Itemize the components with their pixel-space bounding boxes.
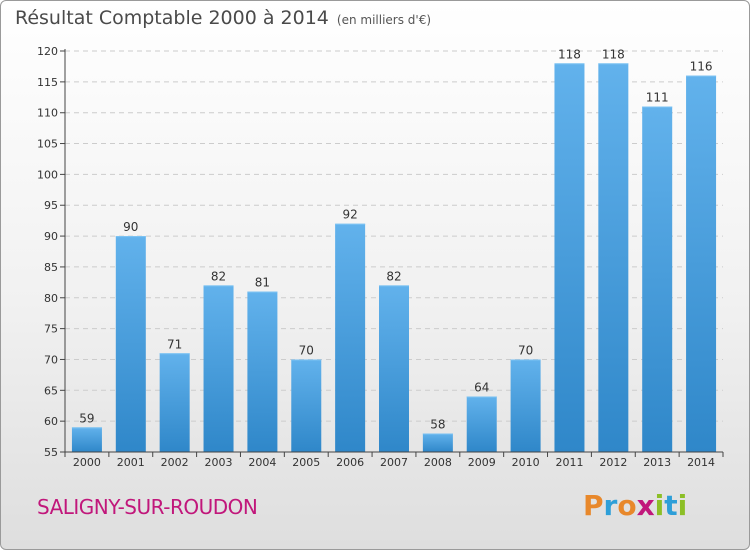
logo-letter: i (654, 489, 665, 522)
chart-title-block: Résultat Comptable 2000 à 2014 (en millie… (15, 7, 431, 29)
bar (203, 285, 234, 452)
bar (247, 291, 278, 452)
bar (71, 427, 102, 452)
x-tick-label: 2004 (248, 456, 276, 469)
x-tick-label: 2000 (73, 456, 101, 469)
data-label: 70 (518, 343, 533, 357)
chart-title: Résultat Comptable 2000 à 2014 (15, 7, 329, 29)
data-label: 64 (474, 380, 489, 394)
data-label: 81 (255, 276, 270, 290)
data-label: 118 (558, 47, 581, 61)
proxiti-logo: Proxiti (583, 489, 687, 522)
bar (686, 75, 717, 452)
y-tick-label: 60 (44, 415, 58, 428)
data-label: 92 (342, 208, 357, 222)
y-tick-label: 85 (44, 261, 58, 274)
bar (466, 396, 497, 452)
y-tick-label: 100 (37, 168, 58, 181)
bar (291, 359, 322, 452)
y-tick-label: 55 (44, 446, 58, 459)
logo-letter: i (677, 489, 688, 522)
x-tick-label: 2010 (512, 456, 540, 469)
bar (510, 359, 541, 452)
bar (554, 63, 585, 452)
data-label: 90 (123, 220, 138, 234)
data-label: 82 (386, 269, 401, 283)
commune-name: SALIGNY-SUR-ROUDON (37, 495, 258, 519)
logo-letter: t (664, 489, 678, 522)
y-tick-label: 105 (37, 138, 58, 151)
y-tick-label: 115 (37, 76, 58, 89)
y-tick-label: 90 (44, 230, 58, 243)
y-tick-label: 75 (44, 323, 58, 336)
data-label: 111 (646, 91, 669, 105)
bar (598, 63, 629, 452)
logo-letter: o (617, 489, 637, 522)
bar (422, 433, 453, 452)
data-label: 58 (430, 417, 445, 431)
labels: 55 60 65 70 75 80 85 90 95 100 105 110 115 120 59 2000 9… (37, 45, 715, 469)
bars (71, 63, 717, 453)
data-label: 59 (79, 411, 94, 425)
x-tick-label: 2011 (555, 456, 583, 469)
data-label: 70 (299, 343, 314, 357)
x-tick-label: 2014 (687, 456, 715, 469)
bar (642, 106, 673, 453)
x-tick-label: 2013 (643, 456, 671, 469)
y-tick-label: 65 (44, 384, 58, 397)
y-tick-label: 95 (44, 199, 58, 212)
x-tick-label: 2002 (161, 456, 189, 469)
x-tick-label: 2012 (599, 456, 627, 469)
y-tick-label: 70 (44, 353, 58, 366)
bar (335, 223, 366, 452)
data-label: 116 (690, 60, 713, 74)
data-label: 71 (167, 337, 182, 351)
y-tick-label: 110 (37, 107, 58, 120)
x-tick-label: 2009 (468, 456, 496, 469)
x-tick-label: 2006 (336, 456, 364, 469)
bar (115, 236, 146, 452)
axes (60, 49, 724, 457)
x-tick-label: 2001 (117, 456, 145, 469)
x-tick-label: 2003 (205, 456, 233, 469)
chart-subtitle: (en milliers d'€) (336, 13, 432, 27)
data-label: 118 (602, 47, 625, 61)
x-tick-label: 2005 (292, 456, 320, 469)
bar (159, 353, 190, 452)
bar (379, 285, 409, 452)
data-label: 82 (211, 269, 226, 283)
logo-letter: r (603, 489, 618, 522)
y-tick-label: 80 (44, 292, 58, 305)
x-tick-label: 2008 (424, 456, 452, 469)
logo-letter: x (636, 489, 655, 522)
y-tick-label: 120 (37, 45, 58, 58)
x-tick-label: 2007 (380, 456, 408, 469)
logo-letter: P (583, 489, 604, 522)
